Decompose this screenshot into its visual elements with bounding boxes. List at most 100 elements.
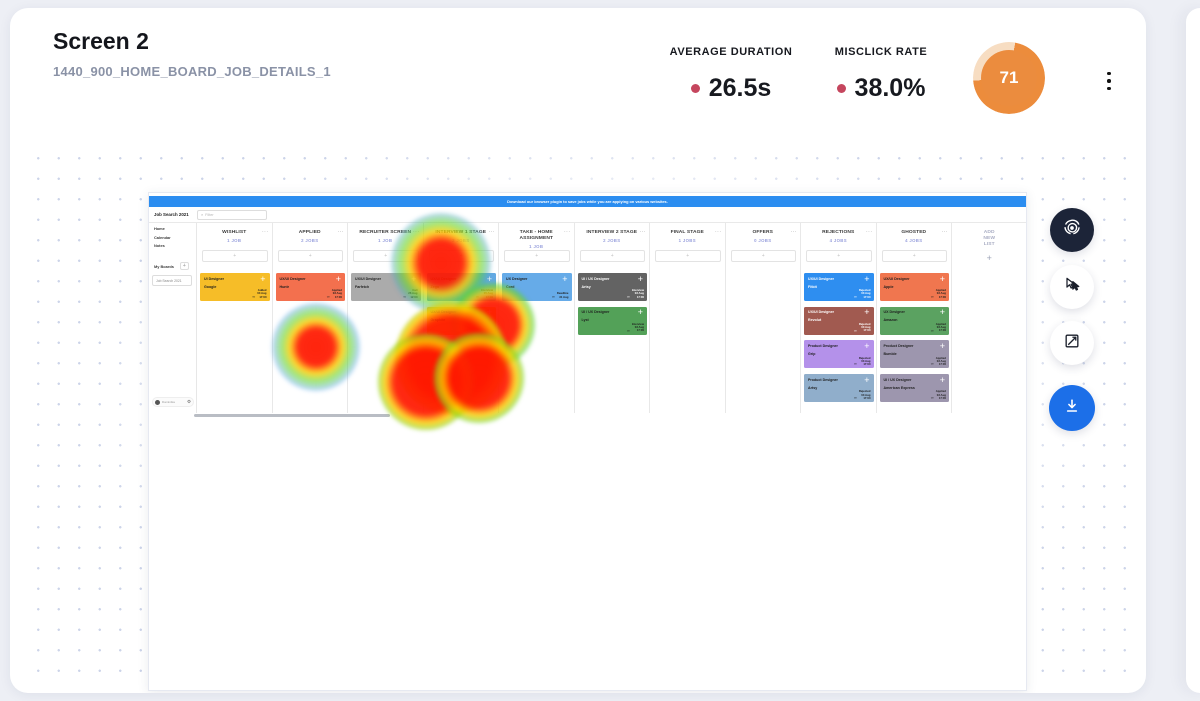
job-card[interactable]: Product Designer Grip + ∞ Rejected 03 Aug 17:0… — [804, 340, 874, 369]
app-sidebar: Home Calendar Notes My Boards + Job Sear… — [149, 223, 197, 413]
gear-icon[interactable]: ⚙ — [186, 398, 191, 404]
column-menu-button[interactable]: ··· — [790, 229, 797, 235]
add-card-button[interactable]: + — [277, 250, 343, 262]
sidebar-item-notes[interactable]: Notes — [154, 243, 165, 249]
link-icon: ∞ — [853, 395, 857, 401]
link-icon: ∞ — [853, 361, 857, 367]
card-add-button[interactable]: + — [335, 273, 341, 284]
score-value: 71 — [999, 68, 1019, 87]
card-company: Lyst — [581, 318, 589, 323]
column-title: TAKE - HOME ASSIGNMENT — [519, 230, 554, 242]
column-menu-button[interactable]: ··· — [941, 229, 948, 235]
card-add-button[interactable]: + — [939, 307, 945, 318]
job-card[interactable]: Product Designer Artsy + ∞ Rejected 03 Aug 17:… — [804, 374, 874, 403]
add-list-button[interactable]: + — [986, 253, 992, 263]
card-add-button[interactable]: + — [939, 273, 945, 284]
board-column: OFFERS 0 JOBS ··· + — [726, 223, 801, 413]
add-card-button[interactable]: + — [579, 250, 645, 262]
add-card-button[interactable]: + — [504, 250, 570, 262]
link-icon: ∞ — [930, 361, 934, 367]
card-meta: ∞ Rejected 03 Aug 17:00 — [854, 322, 871, 333]
sidebar-item-home[interactable]: Home — [154, 226, 165, 232]
heatmap-view-button[interactable] — [1050, 208, 1094, 252]
card-add-button[interactable]: + — [637, 307, 643, 318]
column-job-count: 1 JOBS — [678, 237, 696, 243]
heat-blob — [434, 333, 524, 423]
card-company: Bumble — [883, 351, 897, 356]
next-screen-card-edge[interactable] — [1186, 8, 1200, 693]
job-card[interactable]: Product Designer Bumble + ∞ Applied 03 Aug 17:… — [879, 340, 949, 369]
screenshot-view-button[interactable] — [1050, 321, 1094, 365]
column-menu-button[interactable]: ··· — [262, 229, 269, 235]
card-role: UX/UI Designer — [883, 276, 910, 281]
card-add-button[interactable]: + — [939, 340, 945, 351]
heat-blob — [451, 283, 535, 367]
column-job-count: 1 JOB — [378, 237, 393, 243]
job-card[interactable]: UX/UI Designer Revolut + ∞ Rejected 03 Aug 17:… — [804, 306, 874, 335]
heat-blob — [391, 213, 491, 313]
job-card[interactable]: UX/UI Designer Apple + ∞ Applied 03 Aug 17:00 — [879, 273, 949, 301]
card-meta: ∞ Interview 03 Aug 17:00 — [627, 288, 644, 299]
card-add-button[interactable]: + — [260, 273, 266, 284]
card-company: Amazon — [883, 318, 898, 323]
add-board-button[interactable]: + — [179, 262, 189, 271]
sidebar-item-calendar[interactable]: Calendar — [154, 234, 171, 240]
card-meta-lines: Applied 03 Aug 17:00 — [935, 321, 946, 333]
card-meta: ∞ Interview 03 Aug 17:00 — [626, 322, 644, 333]
user-chip[interactable]: Daminika ⚙ — [152, 397, 194, 407]
column-menu-button[interactable]: ··· — [639, 229, 646, 235]
job-card[interactable]: UI / UX Designer American Express + ∞ Applie… — [879, 374, 949, 403]
card-meta: ∞ Deadline 31 Aug — [552, 292, 569, 299]
card-meta-lines: Deadline 31 Aug — [556, 291, 569, 299]
card-add-button[interactable]: + — [864, 374, 870, 385]
card-meta-lines: Rejected 03 Aug 17:00 — [858, 355, 871, 367]
add-card-button[interactable]: + — [730, 250, 796, 262]
card-add-button[interactable]: + — [637, 273, 643, 284]
add-card-button[interactable]: + — [806, 250, 872, 262]
search-icon: ⌕ — [201, 213, 204, 217]
column-job-count: 2 JOBS — [603, 237, 621, 243]
screen-thumbnail[interactable]: Download our browser plugin to save jobs… — [148, 192, 1027, 691]
horizontal-scrollbar[interactable] — [194, 414, 390, 417]
download-button[interactable] — [1049, 385, 1095, 431]
clicks-view-button[interactable] — [1050, 265, 1094, 309]
column-title: FINAL STAGE — [670, 230, 704, 235]
column-menu-button[interactable]: ··· — [337, 229, 344, 235]
usability-score-badge: 71 — [973, 42, 1045, 114]
add-card-button[interactable]: + — [202, 250, 268, 262]
column-menu-button[interactable]: ··· — [715, 229, 722, 235]
more-options-button[interactable] — [1097, 64, 1121, 98]
board-column: ADD NEW LIST + — [952, 223, 1026, 413]
board-list-item[interactable]: Job Search 2021 — [152, 275, 192, 287]
job-card[interactable]: UX/UI Designer Huntr + ∞ Applied 03 Aug 17:00 — [275, 273, 345, 301]
job-card[interactable]: UX/UI Designer Fitbit + ∞ Rejected 03 Aug 17:0… — [804, 273, 874, 301]
link-icon: ∞ — [626, 327, 630, 333]
heat-blob — [378, 334, 474, 430]
card-add-button[interactable]: + — [864, 340, 870, 351]
stat-label: MISCLICK RATE — [834, 46, 928, 58]
filter-input[interactable]: ⌕ Filter — [197, 210, 267, 220]
heat-blob — [272, 303, 360, 391]
column-menu-button[interactable]: ··· — [866, 229, 873, 235]
add-card-button[interactable]: + — [881, 250, 947, 262]
job-card[interactable]: UX Designer Amazon + ∞ Applied 03 Aug 17:00 — [879, 306, 949, 335]
card-role: UX/UI Designer — [808, 276, 834, 281]
card-role: UX/UI Designer — [279, 276, 306, 281]
job-card[interactable]: UI Designer Google + ∞ Added 03 Aug 17:00 — [200, 273, 270, 301]
column-job-count: 4 JOBS — [905, 237, 923, 243]
card-role: UX/UI Designer — [808, 310, 834, 315]
card-company: Artsy — [808, 385, 818, 390]
column-title: WISHLIST — [222, 230, 247, 235]
card-add-button[interactable]: + — [562, 273, 568, 284]
column-job-count: 1 JOB — [227, 237, 242, 243]
card-add-button[interactable]: + — [864, 307, 870, 318]
link-icon: ∞ — [930, 294, 934, 299]
card-add-button[interactable]: + — [939, 374, 945, 385]
column-menu-button[interactable]: ··· — [564, 229, 571, 235]
card-add-button[interactable]: + — [864, 273, 870, 284]
column-menu-button[interactable]: ··· — [488, 229, 495, 235]
job-card[interactable]: UI / UX Designer Lyst + ∞ Interview 03 Aug 17:… — [577, 306, 647, 335]
add-card-button[interactable]: + — [655, 250, 721, 262]
card-meta-lines: Applied 03 Aug 17:00 — [935, 288, 946, 299]
job-card[interactable]: UI / UX Designer Artsy + ∞ Interview 03 Aug 17… — [577, 273, 647, 301]
